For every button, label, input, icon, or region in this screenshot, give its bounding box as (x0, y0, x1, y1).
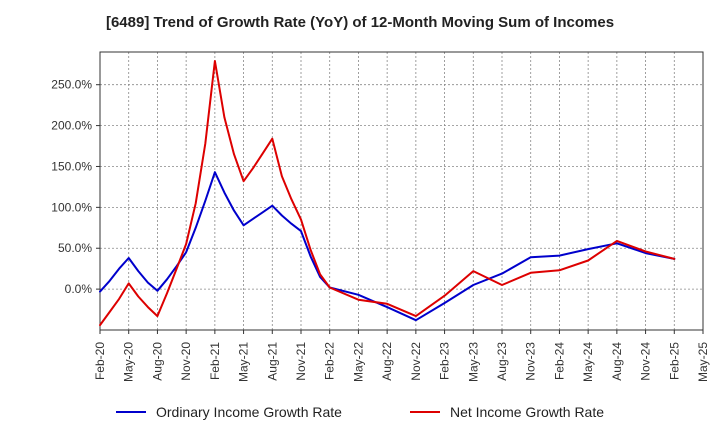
series-line-ordinary-income (99, 171, 676, 322)
x-tick-label: Nov-24 (639, 342, 653, 381)
x-tick-label: Feb-23 (438, 342, 452, 380)
legend-label-net-income: Net Income Growth Rate (449, 404, 605, 420)
x-tick-label: May-23 (466, 342, 480, 382)
legend-label-ordinary-income: Ordinary Income Growth Rate (155, 404, 342, 420)
x-tick-label: Nov-22 (409, 342, 423, 381)
x-tick-label: May-20 (122, 342, 136, 382)
x-tick-label: Aug-20 (150, 342, 164, 381)
x-tick-label: Aug-23 (495, 342, 509, 381)
series-line-net-income (99, 60, 676, 327)
x-tick-label: Nov-20 (179, 342, 193, 381)
legend-item-net-income: Net Income Growth Rate (409, 404, 605, 420)
legend: Ordinary Income Growth Rate Net Income G… (0, 404, 720, 420)
x-tick-label: May-22 (351, 342, 365, 382)
y-tick-label: 0.0% (65, 282, 93, 296)
x-tick-label: Nov-21 (294, 342, 308, 381)
x-tick-label: Feb-22 (323, 342, 337, 380)
x-tick-label: Aug-24 (610, 342, 624, 381)
plot-area (100, 52, 703, 330)
x-tick-label: Feb-24 (552, 342, 566, 380)
legend-item-ordinary-income: Ordinary Income Growth Rate (115, 404, 342, 420)
x-tick-label: May-25 (696, 342, 710, 382)
y-tick-label: 200.0% (51, 119, 92, 133)
y-tick-label: 150.0% (51, 159, 92, 173)
x-tick-label: Feb-25 (667, 342, 681, 380)
y-tick-label: 50.0% (58, 241, 92, 255)
x-tick-label: Aug-22 (380, 342, 394, 381)
y-tick-label: 100.0% (51, 200, 92, 214)
x-tick-label: Nov-23 (524, 342, 538, 381)
x-tick-label: Feb-20 (93, 342, 107, 380)
y-tick-label: 250.0% (51, 78, 92, 92)
legend-swatch-ordinary-income (115, 411, 146, 413)
legend-swatch-net-income (409, 411, 440, 413)
x-tick-label: May-24 (581, 342, 595, 382)
chart-title: [6489] Trend of Growth Rate (YoY) of 12-… (105, 14, 615, 31)
plot-border (99, 51, 704, 331)
x-tick-label: Feb-21 (208, 342, 222, 380)
x-tick-label: May-21 (237, 342, 251, 382)
x-tick-label: Aug-21 (265, 342, 279, 381)
